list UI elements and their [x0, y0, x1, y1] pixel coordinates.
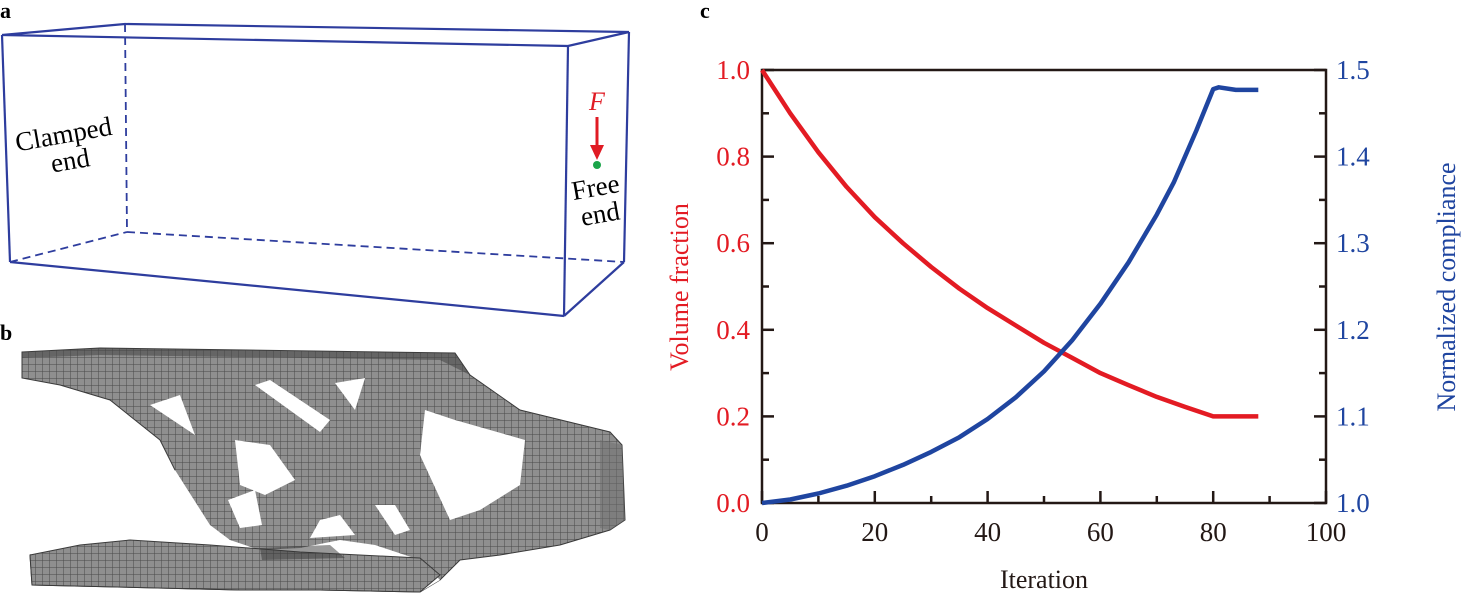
compliance-line [761, 85, 1259, 506]
y-right-tick-label: 1.0 [1336, 488, 1370, 518]
design-domain-box [0, 22, 631, 318]
y-right-tick-label: 1.2 [1336, 315, 1370, 345]
box-top-edges [1, 22, 630, 48]
volume-fraction-line [760, 68, 1259, 419]
y-right-axis-title: Normalized compliance [1432, 162, 1461, 411]
box-back-right-edge [622, 31, 631, 263]
free-end-label: Free end [569, 168, 622, 232]
force-arrow-icon [590, 117, 604, 160]
box-front-right-edge [562, 45, 570, 317]
load-point [593, 161, 601, 169]
y-left-tick-label: 0.0 [716, 488, 750, 518]
svg-text:end: end [578, 195, 622, 231]
svg-text:end: end [48, 142, 92, 178]
y-right-tick-label: 1.3 [1336, 228, 1370, 258]
y-left-tick-label: 0.6 [716, 228, 750, 258]
y-right-tick-label: 1.5 [1336, 55, 1370, 85]
panel-c-label: c [700, 0, 710, 23]
optimized-voxel-structure [21, 347, 626, 593]
x-tick-label: 80 [1200, 517, 1227, 547]
panel-a-label: a [0, 0, 11, 23]
clamped-end-label: Clamped end [13, 111, 115, 179]
y-left-tick-label: 0.2 [716, 401, 750, 431]
y-left-tick-label: 1.0 [716, 55, 750, 85]
chart-c: 0 20 40 60 80 100 0.0 0.2 0.4 0.6 0.8 1.0 1.0 1.1 1.… [665, 55, 1461, 594]
y-right-tick-label: 1.1 [1336, 401, 1370, 431]
y-left-axis-title: Volume fraction [665, 203, 694, 371]
x-tick-label: 60 [1087, 517, 1114, 547]
x-tick-label: 40 [974, 517, 1001, 547]
y-left-tick-label: 0.8 [716, 142, 750, 172]
box-front-bottom-edge [9, 260, 565, 318]
x-axis-title: Iteration [1000, 565, 1088, 594]
y-left-tick-label: 0.4 [716, 315, 750, 345]
hidden-edges [9, 23, 625, 263]
plot-frame [760, 68, 1328, 505]
x-tick-label: 20 [861, 517, 888, 547]
panel-b-label: b [0, 320, 12, 345]
box-front-left-edge [0, 34, 12, 263]
x-tick-label: 100 [1306, 517, 1347, 547]
x-tick-label: 0 [755, 517, 769, 547]
y-right-tick-label: 1.4 [1336, 142, 1370, 172]
force-label: F [588, 87, 606, 116]
box-bottom-right-edge [563, 261, 625, 317]
